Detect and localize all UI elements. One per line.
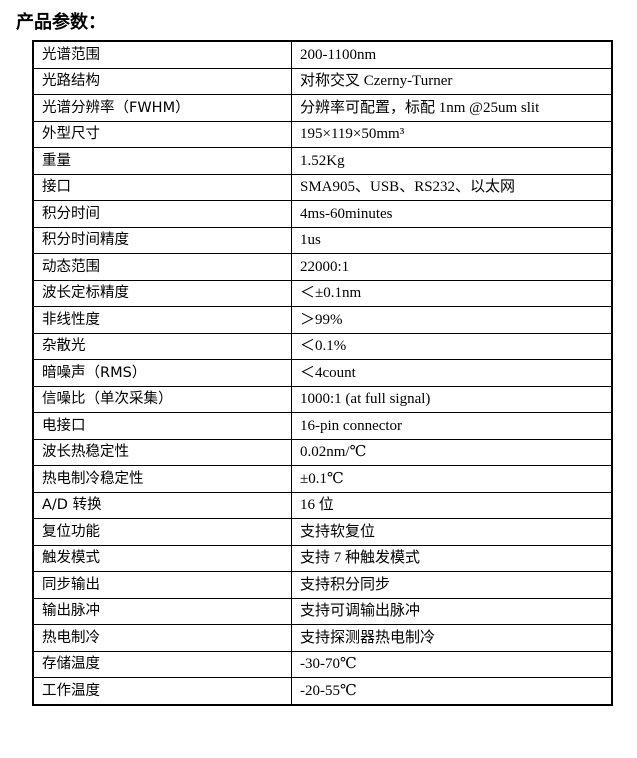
- table-row: 光路结构 对称交叉 Czerny-Turner: [32, 67, 613, 95]
- spec-label: 光谱分辨率（FWHM）: [32, 94, 292, 122]
- spec-value: -20-55℃: [291, 677, 613, 705]
- spec-value: 支持探测器热电制冷: [291, 624, 613, 652]
- spec-value: SMA905、USB、RS232、以太网: [291, 173, 613, 201]
- spec-value: 支持 7 种触发模式: [291, 544, 613, 572]
- table-row: 波长热稳定性 0.02nm/℃: [32, 438, 613, 466]
- spec-label: 光谱范围: [32, 40, 292, 69]
- table-row: 电接口 16-pin connector: [32, 412, 613, 440]
- table-row: 非线性度 ＞99%: [32, 306, 613, 334]
- spec-label: 信噪比（单次采集）: [32, 385, 292, 413]
- table-row: 触发模式 支持 7 种触发模式: [32, 544, 613, 572]
- spec-label: 同步输出: [32, 571, 292, 599]
- table-row: 杂散光 ＜0.1%: [32, 332, 613, 360]
- spec-value: 对称交叉 Czerny-Turner: [291, 67, 613, 95]
- spec-value: 16-pin connector: [291, 412, 613, 440]
- spec-table: 光谱范围 200-1100nm 光路结构 对称交叉 Czerny-Turner 光谱分辨…: [32, 40, 613, 706]
- table-row: 积分时间 4ms-60minutes: [32, 200, 613, 228]
- table-row: 光谱分辨率（FWHM） 分辨率可配置，标配 1nm @25um slit: [32, 94, 613, 122]
- spec-value: 22000:1: [291, 253, 613, 281]
- spec-label: 输出脉冲: [32, 597, 292, 625]
- spec-value: -30-70℃: [291, 650, 613, 678]
- spec-label: 暗噪声（RMS）: [32, 359, 292, 387]
- spec-label: 波长热稳定性: [32, 438, 292, 466]
- table-row: 热电制冷稳定性 ±0.1℃: [32, 465, 613, 493]
- spec-value: 支持软复位: [291, 518, 613, 546]
- section-title: 产品参数：: [16, 12, 106, 33]
- spec-value: 1000:1 (at full signal): [291, 385, 613, 413]
- table-row: 热电制冷 支持探测器热电制冷: [32, 624, 613, 652]
- spec-value: 4ms-60minutes: [291, 200, 613, 228]
- spec-value: ±0.1℃: [291, 465, 613, 493]
- table-row: 存储温度 -30-70℃: [32, 650, 613, 678]
- table-row: 波长定标精度 ＜±0.1nm: [32, 279, 613, 307]
- spec-value: 195×119×50mm³: [291, 120, 613, 148]
- spec-value: ＞99%: [291, 306, 613, 334]
- spec-label: 热电制冷稳定性: [32, 465, 292, 493]
- spec-value: ＜0.1%: [291, 332, 613, 360]
- spec-label: 非线性度: [32, 306, 292, 334]
- spec-value: 1.52Kg: [291, 147, 613, 175]
- spec-label: 存储温度: [32, 650, 292, 678]
- table-row: 动态范围 22000:1: [32, 253, 613, 281]
- table-row: 外型尺寸 195×119×50mm³: [32, 120, 613, 148]
- spec-value: 16 位: [291, 491, 613, 519]
- table-row: 积分时间精度 1us: [32, 226, 613, 254]
- table-row: 输出脉冲 支持可调输出脉冲: [32, 597, 613, 625]
- table-row: 信噪比（单次采集） 1000:1 (at full signal): [32, 385, 613, 413]
- spec-value: 分辨率可配置，标配 1nm @25um slit: [291, 94, 613, 122]
- spec-label: 工作温度: [32, 677, 292, 705]
- spec-label: 积分时间精度: [32, 226, 292, 254]
- spec-value: ＜4count: [291, 359, 613, 387]
- table-row: 同步输出 支持积分同步: [32, 571, 613, 599]
- spec-label: 外型尺寸: [32, 120, 292, 148]
- table-row: 接口 SMA905、USB、RS232、以太网: [32, 173, 613, 201]
- spec-label: 触发模式: [32, 544, 292, 572]
- table-row: 暗噪声（RMS） ＜4count: [32, 359, 613, 387]
- spec-label: 波长定标精度: [32, 279, 292, 307]
- spec-label: 接口: [32, 173, 292, 201]
- table-row: 复位功能 支持软复位: [32, 518, 613, 546]
- spec-label: 杂散光: [32, 332, 292, 360]
- spec-value: 支持积分同步: [291, 571, 613, 599]
- table-row: 工作温度 -20-55℃: [32, 677, 613, 705]
- table-row: A/D 转换 16 位: [32, 491, 613, 519]
- spec-value: 200-1100nm: [291, 40, 613, 69]
- spec-label: 复位功能: [32, 518, 292, 546]
- spec-label: 热电制冷: [32, 624, 292, 652]
- table-row: 重量 1.52Kg: [32, 147, 613, 175]
- spec-label: 动态范围: [32, 253, 292, 281]
- table-row: 光谱范围 200-1100nm: [32, 40, 613, 69]
- spec-value: 0.02nm/℃: [291, 438, 613, 466]
- spec-value: 支持可调输出脉冲: [291, 597, 613, 625]
- spec-label: 电接口: [32, 412, 292, 440]
- spec-value: ＜±0.1nm: [291, 279, 613, 307]
- spec-label: 重量: [32, 147, 292, 175]
- spec-label: 积分时间: [32, 200, 292, 228]
- spec-label: 光路结构: [32, 67, 292, 95]
- spec-label: A/D 转换: [32, 491, 292, 519]
- spec-value: 1us: [291, 226, 613, 254]
